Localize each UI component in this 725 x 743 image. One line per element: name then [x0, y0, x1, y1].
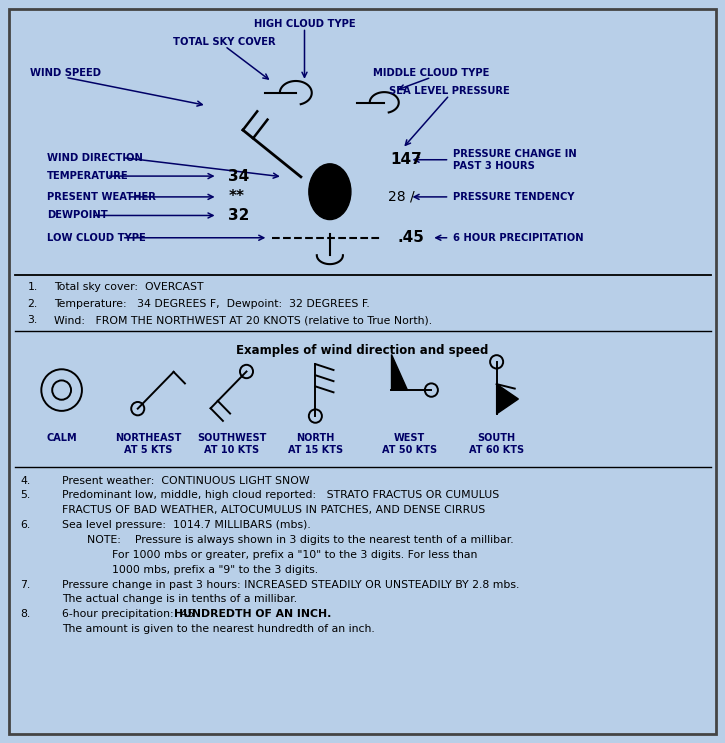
Text: PRESSURE CHANGE IN
PAST 3 HOURS: PRESSURE CHANGE IN PAST 3 HOURS: [453, 149, 577, 171]
Text: 6 HOUR PRECIPITATION: 6 HOUR PRECIPITATION: [453, 233, 584, 243]
Text: 147: 147: [390, 152, 422, 167]
Text: 34: 34: [228, 169, 249, 184]
Text: 28 /: 28 /: [388, 190, 415, 204]
Text: CALM: CALM: [46, 433, 77, 443]
Text: 5.: 5.: [20, 490, 30, 500]
Text: 3.: 3.: [28, 315, 38, 325]
Text: PRESENT WEATHER: PRESENT WEATHER: [47, 192, 156, 202]
Text: HUNDREDTH OF AN INCH.: HUNDREDTH OF AN INCH.: [174, 609, 331, 619]
Text: TOTAL SKY COVER: TOTAL SKY COVER: [173, 37, 276, 47]
Text: 4.: 4.: [20, 476, 30, 485]
Text: NORTHEAST
AT 5 KTS: NORTHEAST AT 5 KTS: [115, 433, 182, 455]
Text: For 1000 mbs or greater, prefix a "10" to the 3 digits. For less than: For 1000 mbs or greater, prefix a "10" t…: [112, 550, 478, 559]
Text: NORTH
AT 15 KTS: NORTH AT 15 KTS: [288, 433, 343, 455]
Text: FRACTUS OF BAD WEATHER, ALTOCUMULUS IN PATCHES, AND DENSE CIRRUS: FRACTUS OF BAD WEATHER, ALTOCUMULUS IN P…: [62, 505, 485, 515]
Text: Examples of wind direction and speed: Examples of wind direction and speed: [236, 344, 489, 357]
Text: Wind:   FROM THE NORTHWEST AT 20 KNOTS (relative to True North).: Wind: FROM THE NORTHWEST AT 20 KNOTS (re…: [54, 315, 433, 325]
Text: 32: 32: [228, 208, 249, 223]
Text: LOW CLOUD TYPE: LOW CLOUD TYPE: [47, 233, 146, 243]
Text: Present weather:  CONTINUOUS LIGHT SNOW: Present weather: CONTINUOUS LIGHT SNOW: [62, 476, 310, 485]
Text: The actual change is in tenths of a millibar.: The actual change is in tenths of a mill…: [62, 594, 297, 604]
Text: The amount is given to the nearest hundredth of an inch.: The amount is given to the nearest hundr…: [62, 624, 374, 634]
Text: DEWPOINT: DEWPOINT: [47, 210, 108, 221]
Text: 1.: 1.: [28, 282, 38, 292]
Text: Pressure change in past 3 hours: INCREASED STEADILY OR UNSTEADILY BY 2.8 mbs.: Pressure change in past 3 hours: INCREAS…: [62, 580, 519, 589]
Text: **: **: [228, 189, 244, 204]
Text: HIGH CLOUD TYPE: HIGH CLOUD TYPE: [254, 19, 355, 28]
Ellipse shape: [309, 164, 351, 219]
Text: PRESSURE TENDENCY: PRESSURE TENDENCY: [453, 192, 575, 202]
Text: Temperature:   34 DEGREES F,  Dewpoint:  32 DEGREES F.: Temperature: 34 DEGREES F, Dewpoint: 32 …: [54, 299, 370, 308]
Text: MIDDLE CLOUD TYPE: MIDDLE CLOUD TYPE: [373, 68, 489, 78]
Text: Total sky cover:  OVERCAST: Total sky cover: OVERCAST: [54, 282, 204, 292]
Text: Predominant low, middle, high cloud reported:   STRATO FRACTUS OR CUMULUS: Predominant low, middle, high cloud repo…: [62, 490, 499, 500]
Polygon shape: [497, 384, 518, 414]
Text: .45: .45: [397, 230, 424, 245]
Text: 2.: 2.: [28, 299, 38, 308]
Text: WIND DIRECTION: WIND DIRECTION: [47, 152, 143, 163]
Text: WIND SPEED: WIND SPEED: [30, 68, 101, 78]
Text: WEST
AT 50 KTS: WEST AT 50 KTS: [382, 433, 437, 455]
Polygon shape: [392, 354, 407, 390]
Text: Sea level pressure:  1014.7 MILLIBARS (mbs).: Sea level pressure: 1014.7 MILLIBARS (mb…: [62, 520, 310, 530]
Text: 6-hour precipitation:  45: 6-hour precipitation: 45: [62, 609, 194, 619]
Text: NOTE:    Pressure is always shown in 3 digits to the nearest tenth of a millibar: NOTE: Pressure is always shown in 3 digi…: [87, 535, 513, 545]
Text: SEA LEVEL PRESSURE: SEA LEVEL PRESSURE: [389, 86, 510, 96]
Text: 8.: 8.: [20, 609, 30, 619]
Text: SOUTH
AT 60 KTS: SOUTH AT 60 KTS: [469, 433, 524, 455]
Text: 7.: 7.: [20, 580, 30, 589]
Text: TEMPERATURE: TEMPERATURE: [47, 171, 129, 181]
Text: 1000 mbs, prefix a "9" to the 3 digits.: 1000 mbs, prefix a "9" to the 3 digits.: [112, 565, 318, 574]
Text: SOUTHWEST
AT 10 KTS: SOUTHWEST AT 10 KTS: [197, 433, 267, 455]
Text: 6.: 6.: [20, 520, 30, 530]
